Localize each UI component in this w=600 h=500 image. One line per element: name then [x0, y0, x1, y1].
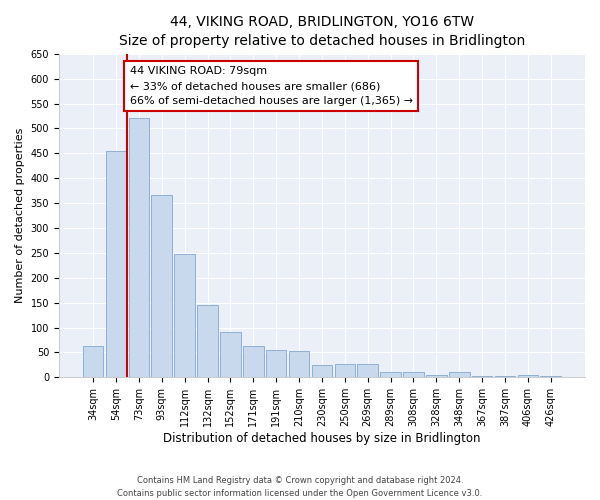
Bar — [151, 194, 172, 378]
Text: 44 VIKING ROAD: 79sqm
← 33% of detached houses are smaller (686)
66% of semi-det: 44 VIKING ROAD: 79sqm ← 33% of detached … — [130, 66, 413, 106]
Text: Contains HM Land Registry data © Crown copyright and database right 2024.
Contai: Contains HM Land Registry data © Crown c… — [118, 476, 482, 498]
Bar — [289, 352, 310, 378]
Bar — [197, 305, 218, 378]
Bar — [541, 376, 561, 378]
Bar — [472, 376, 493, 378]
Bar — [358, 364, 378, 378]
Bar — [175, 254, 195, 378]
Bar — [426, 375, 446, 378]
Bar — [380, 372, 401, 378]
Bar — [106, 151, 126, 378]
Bar — [335, 364, 355, 378]
Bar — [83, 346, 103, 378]
Bar — [449, 372, 470, 378]
Bar — [403, 372, 424, 378]
Y-axis label: Number of detached properties: Number of detached properties — [15, 128, 25, 304]
Bar — [220, 332, 241, 378]
Bar — [518, 376, 538, 378]
Title: 44, VIKING ROAD, BRIDLINGTON, YO16 6TW
Size of property relative to detached hou: 44, VIKING ROAD, BRIDLINGTON, YO16 6TW S… — [119, 15, 525, 48]
Bar — [495, 376, 515, 378]
Bar — [243, 346, 263, 378]
Bar — [128, 118, 149, 378]
X-axis label: Distribution of detached houses by size in Bridlington: Distribution of detached houses by size … — [163, 432, 481, 445]
Bar — [311, 365, 332, 378]
Bar — [266, 350, 286, 378]
